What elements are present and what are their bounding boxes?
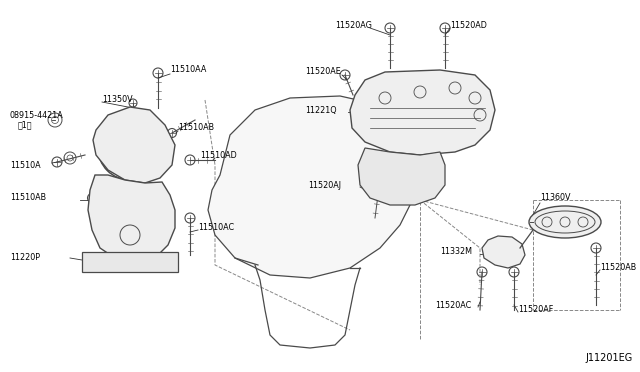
Text: 11510AB: 11510AB bbox=[10, 193, 46, 202]
Text: 11221Q: 11221Q bbox=[305, 106, 337, 115]
Text: 11520AG: 11520AG bbox=[335, 20, 372, 29]
Text: 11520AJ: 11520AJ bbox=[308, 180, 341, 189]
Polygon shape bbox=[93, 107, 175, 183]
Text: 11510AC: 11510AC bbox=[198, 224, 234, 232]
Text: 11220P: 11220P bbox=[10, 253, 40, 263]
Text: 11520AE: 11520AE bbox=[305, 67, 340, 77]
Text: 1、: 1、 bbox=[18, 121, 33, 129]
Text: 11520AF: 11520AF bbox=[518, 305, 553, 314]
Text: 11360V: 11360V bbox=[540, 192, 570, 202]
Polygon shape bbox=[208, 96, 420, 278]
Text: 11510AD: 11510AD bbox=[200, 151, 237, 160]
Text: 11510AA: 11510AA bbox=[170, 65, 206, 74]
Text: J11201EG: J11201EG bbox=[585, 353, 632, 363]
Polygon shape bbox=[350, 70, 495, 155]
Text: 08915-4421A: 08915-4421A bbox=[10, 110, 64, 119]
Text: 11520AD: 11520AD bbox=[450, 20, 487, 29]
Polygon shape bbox=[482, 236, 525, 268]
Text: 11350V: 11350V bbox=[102, 96, 132, 105]
Circle shape bbox=[122, 140, 138, 156]
Text: 11510AB: 11510AB bbox=[178, 124, 214, 132]
Polygon shape bbox=[88, 175, 175, 262]
Text: 11332M: 11332M bbox=[440, 247, 472, 257]
Ellipse shape bbox=[529, 206, 601, 238]
Polygon shape bbox=[82, 252, 178, 272]
Text: 11520AB: 11520AB bbox=[600, 263, 636, 273]
Polygon shape bbox=[358, 148, 445, 205]
Text: 11520AC: 11520AC bbox=[435, 301, 471, 310]
Text: 11510A: 11510A bbox=[10, 160, 40, 170]
